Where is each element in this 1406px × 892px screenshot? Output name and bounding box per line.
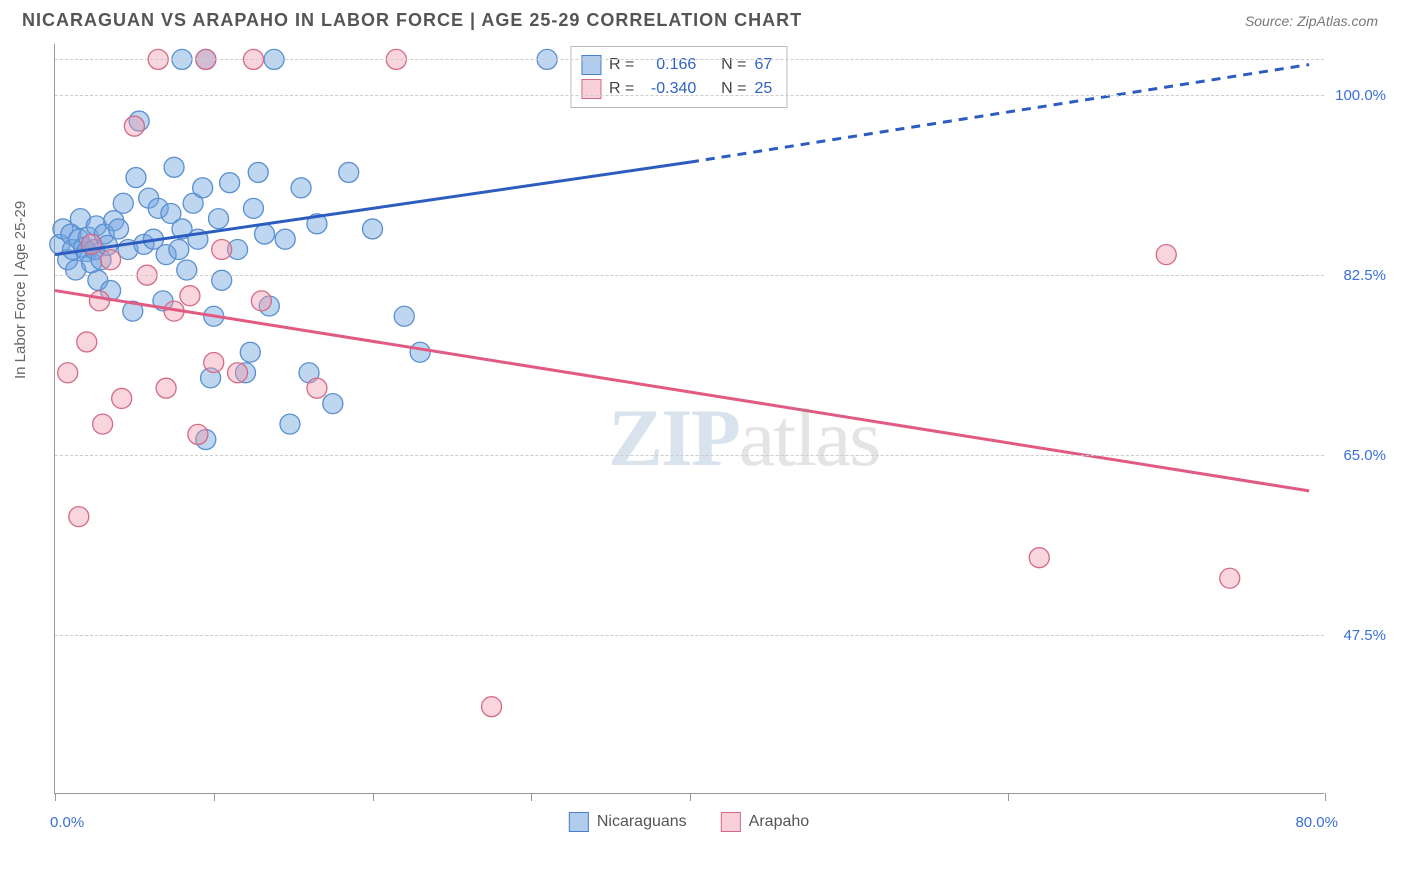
data-point bbox=[291, 178, 311, 198]
data-point bbox=[124, 116, 144, 136]
data-point bbox=[89, 291, 109, 311]
data-point bbox=[69, 507, 89, 527]
r-value: 0.166 bbox=[642, 53, 696, 77]
data-point bbox=[156, 378, 176, 398]
y-tick-label: 82.5% bbox=[1330, 267, 1386, 284]
r-value: -0.340 bbox=[642, 77, 696, 101]
data-point bbox=[1029, 548, 1049, 568]
gridline-h bbox=[55, 455, 1324, 456]
data-point bbox=[212, 239, 232, 259]
data-point bbox=[101, 250, 121, 270]
n-label: N = bbox=[721, 77, 746, 101]
gridline-h bbox=[55, 59, 1324, 60]
n-value: 67 bbox=[755, 53, 773, 77]
y-tick-label: 65.0% bbox=[1330, 447, 1386, 464]
legend-swatch bbox=[581, 55, 601, 75]
x-axis-max-label: 80.0% bbox=[1295, 814, 1338, 831]
data-point bbox=[248, 162, 268, 182]
plot-area: ZIPatlas R =0.166 N = 67R =-0.340 N = 25… bbox=[54, 44, 1324, 794]
data-point bbox=[482, 697, 502, 717]
data-point bbox=[251, 291, 271, 311]
data-point bbox=[126, 168, 146, 188]
data-point bbox=[339, 162, 359, 182]
data-point bbox=[204, 352, 224, 372]
x-axis-labels: 0.0% 80.0% NicaraguansArapaho bbox=[54, 800, 1324, 840]
chart-svg bbox=[55, 44, 1324, 793]
trend-line bbox=[55, 291, 1309, 491]
data-point bbox=[255, 224, 275, 244]
legend-label: Arapaho bbox=[749, 813, 810, 831]
data-point bbox=[212, 270, 232, 290]
legend-label: Nicaraguans bbox=[597, 813, 687, 831]
data-point bbox=[323, 394, 343, 414]
legend-item: Nicaraguans bbox=[569, 812, 687, 832]
data-point bbox=[280, 414, 300, 434]
data-point bbox=[209, 209, 229, 229]
data-point bbox=[1156, 245, 1176, 265]
legend-swatch bbox=[569, 812, 589, 832]
data-point bbox=[307, 378, 327, 398]
stat-row: R = 0.166 N = 67 bbox=[581, 53, 772, 77]
stat-row: R = -0.340 N = 25 bbox=[581, 77, 772, 101]
data-point bbox=[410, 342, 430, 362]
gridline-h bbox=[55, 95, 1324, 96]
data-point bbox=[77, 332, 97, 352]
r-label: R = bbox=[609, 53, 634, 77]
data-point bbox=[109, 219, 129, 239]
gridline-h bbox=[55, 275, 1324, 276]
chart-source: Source: ZipAtlas.com bbox=[1245, 13, 1378, 29]
data-point bbox=[177, 260, 197, 280]
data-point bbox=[112, 388, 132, 408]
chart-title: NICARAGUAN VS ARAPAHO IN LABOR FORCE | A… bbox=[22, 10, 802, 31]
data-point bbox=[1220, 568, 1240, 588]
data-point bbox=[193, 178, 213, 198]
correlation-statbox: R = 0.166 N = 67 R = -0.340 N = 25 bbox=[570, 46, 787, 108]
data-point bbox=[93, 414, 113, 434]
data-point bbox=[228, 363, 248, 383]
data-point bbox=[243, 198, 263, 218]
data-point bbox=[240, 342, 260, 362]
data-point bbox=[164, 157, 184, 177]
r-label: R = bbox=[609, 77, 634, 101]
y-axis-title: In Labor Force | Age 25-29 bbox=[12, 201, 29, 379]
y-tick-label: 100.0% bbox=[1330, 87, 1386, 104]
plot-container: In Labor Force | Age 25-29 ZIPatlas R =0… bbox=[40, 44, 1370, 834]
data-point bbox=[394, 306, 414, 326]
data-point bbox=[113, 193, 133, 213]
n-value: 25 bbox=[755, 77, 773, 101]
data-point bbox=[169, 239, 189, 259]
legend-item: Arapaho bbox=[721, 812, 810, 832]
chart-legend: Nicaraguans Arapaho bbox=[569, 812, 809, 832]
data-point bbox=[58, 363, 78, 383]
data-point bbox=[180, 286, 200, 306]
data-point bbox=[363, 219, 383, 239]
data-point bbox=[275, 229, 295, 249]
gridline-h bbox=[55, 635, 1324, 636]
x-tick-mark bbox=[1325, 793, 1326, 801]
data-point bbox=[220, 173, 240, 193]
n-label: N = bbox=[721, 53, 746, 77]
x-axis-min-label: 0.0% bbox=[50, 814, 84, 831]
legend-swatch bbox=[721, 812, 741, 832]
y-tick-label: 47.5% bbox=[1330, 627, 1386, 644]
data-point bbox=[188, 424, 208, 444]
